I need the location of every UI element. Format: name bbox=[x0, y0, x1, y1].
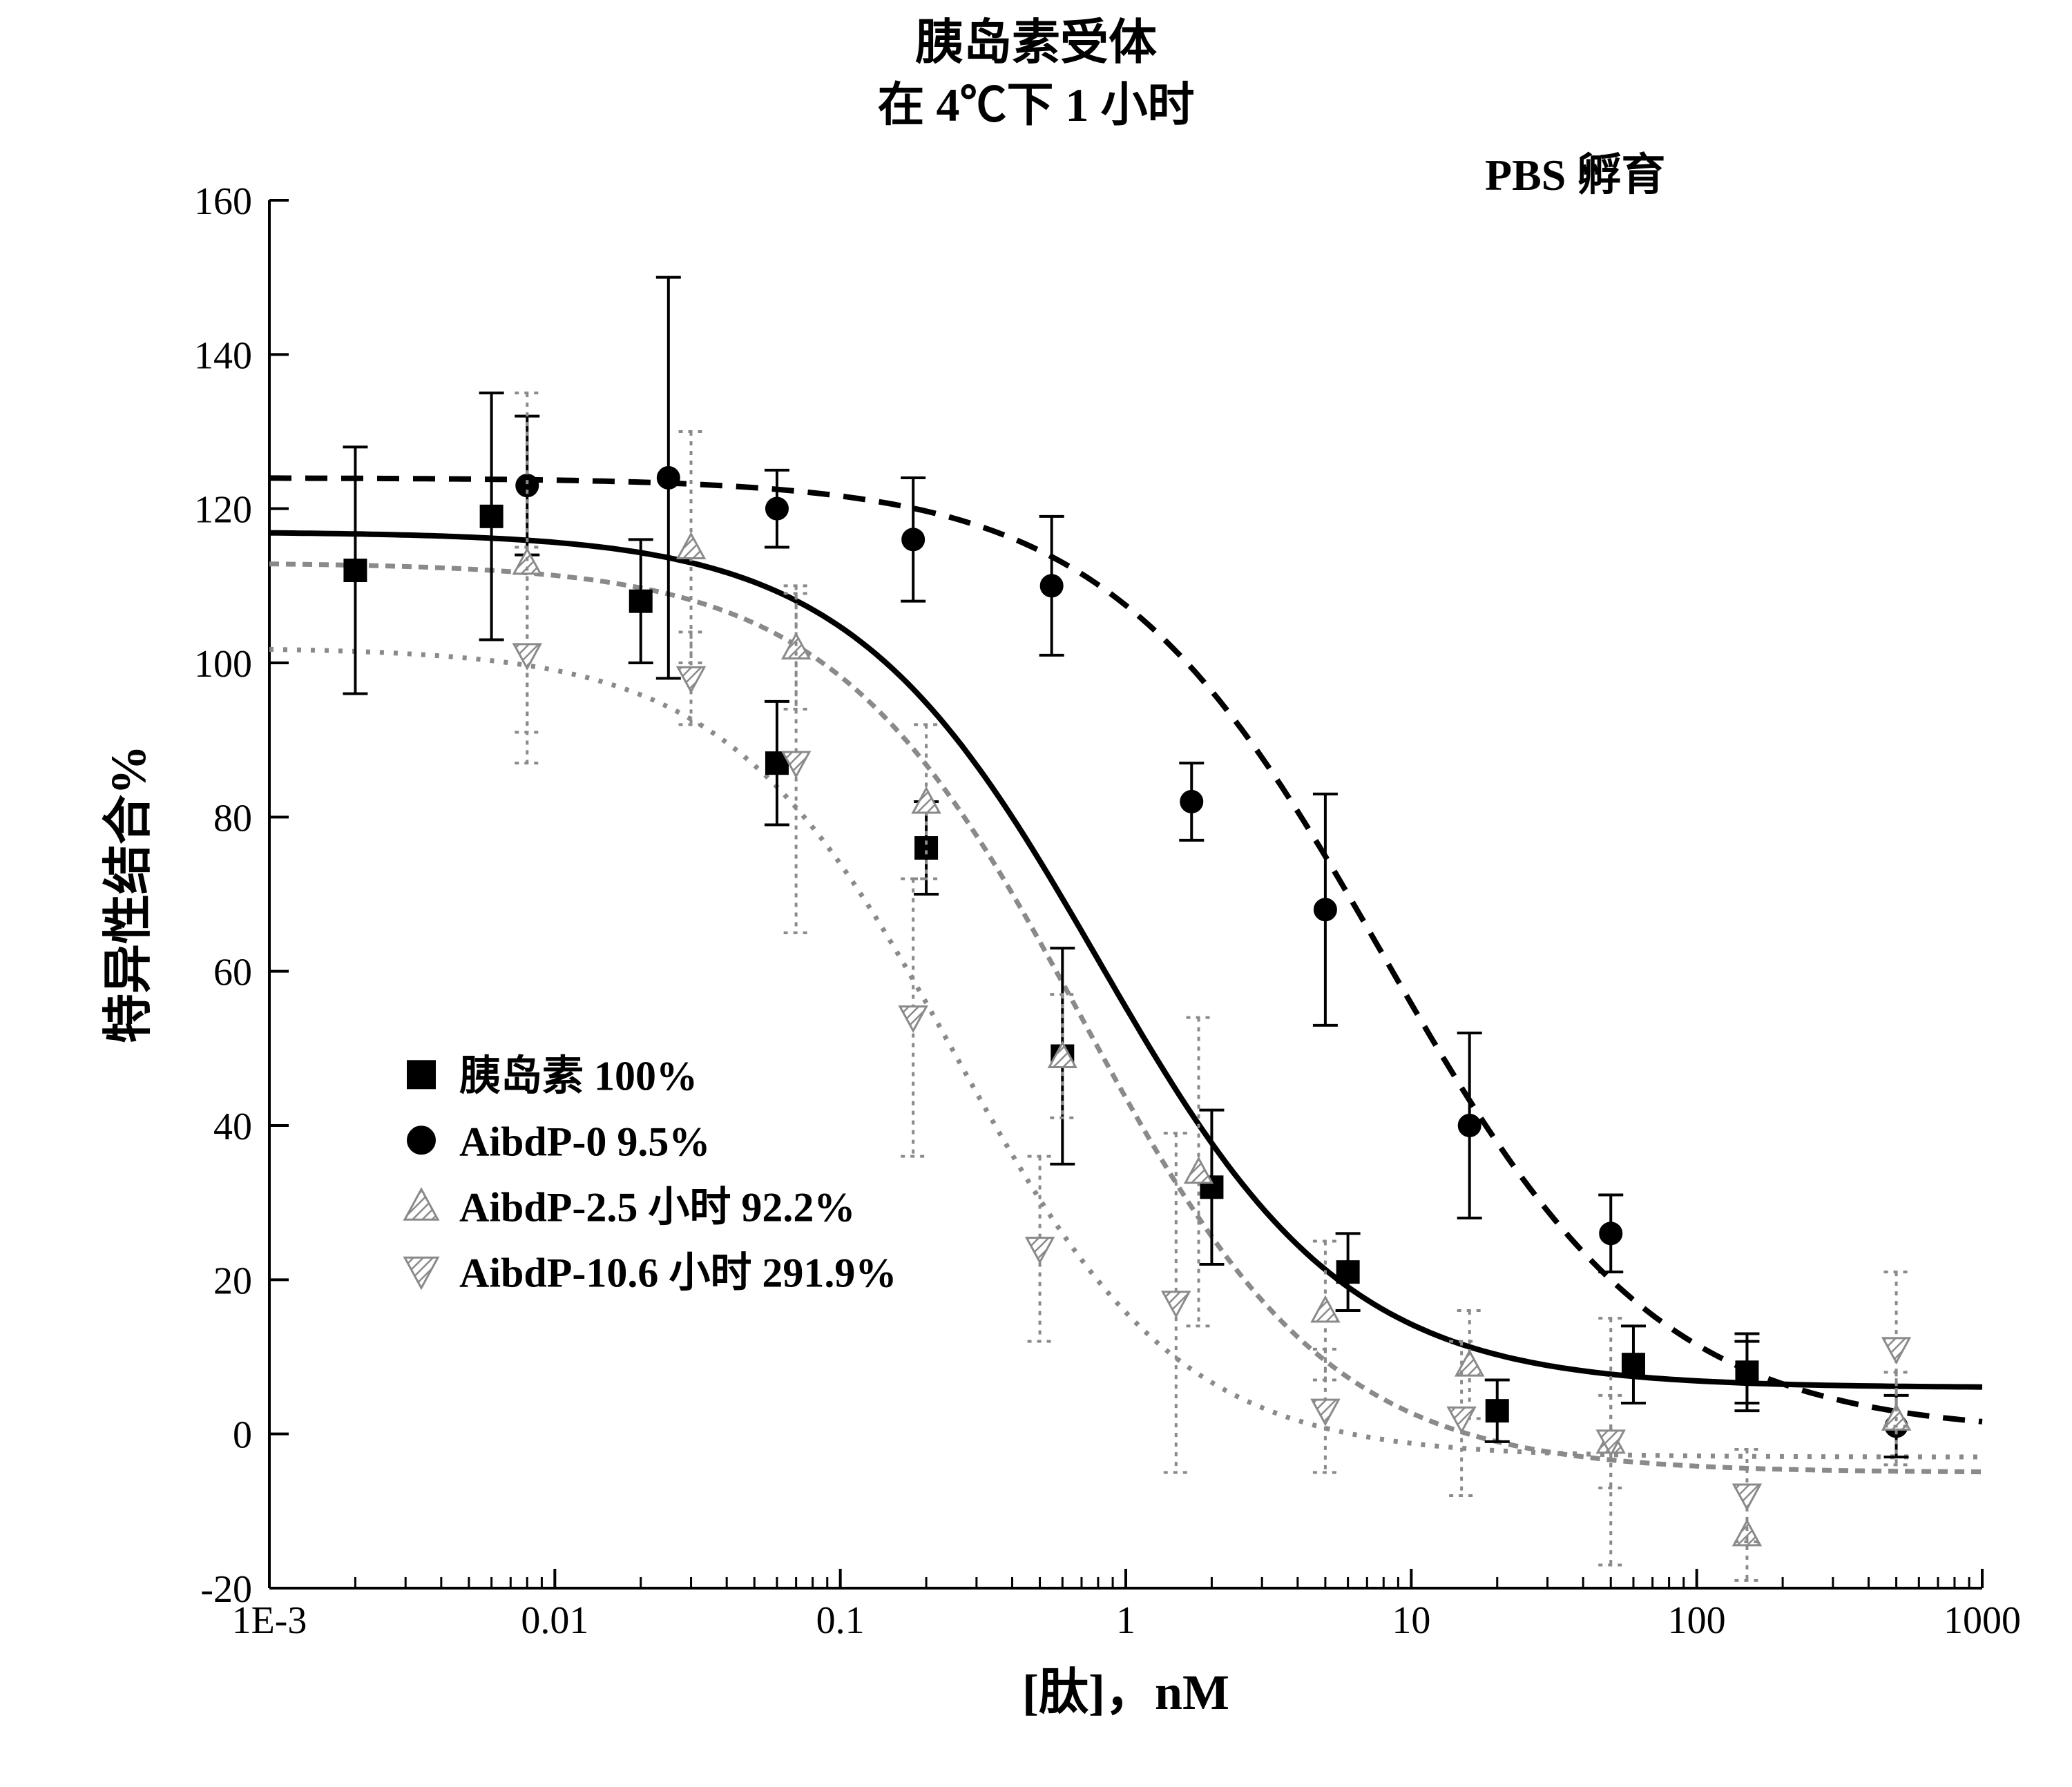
y-tick-label: 100 bbox=[194, 643, 252, 686]
legend-aibdp25: AibdP-2.5 小时 92.2% bbox=[459, 1184, 855, 1230]
x-tick-label: 0.01 bbox=[521, 1599, 588, 1642]
legend-aibdp106: AibdP-10.6 小时 291.9% bbox=[459, 1250, 896, 1295]
dose-response-chart: 胰岛素受体在 4℃下 1 小时PBS 孵育-200204060801001201… bbox=[0, 0, 2072, 1787]
y-tick-label: 40 bbox=[213, 1105, 252, 1148]
legend-insulin: 胰岛素 100% bbox=[459, 1053, 698, 1099]
x-tick-label: 10 bbox=[1392, 1599, 1430, 1642]
y-tick-label: 80 bbox=[213, 797, 252, 840]
x-tick-label: 100 bbox=[1668, 1599, 1726, 1642]
y-tick-label: 0 bbox=[233, 1414, 252, 1457]
y-axis-label: 特异性结合% bbox=[101, 745, 156, 1043]
x-tick-label: 0.1 bbox=[816, 1599, 865, 1642]
chart-title-1: 胰岛素受体 bbox=[915, 16, 1157, 70]
y-tick-label: 60 bbox=[213, 952, 252, 994]
x-axis-label: [肽]，nM bbox=[1022, 1665, 1229, 1720]
y-tick-label: 160 bbox=[194, 180, 252, 223]
x-tick-label: 1 bbox=[1116, 1599, 1135, 1642]
y-tick-label: 140 bbox=[194, 334, 252, 377]
x-tick-label: 1000 bbox=[1944, 1599, 2021, 1642]
legend-aibdp0: AibdP-0 9.5% bbox=[459, 1119, 710, 1164]
pbs-label: PBS 孵育 bbox=[1485, 151, 1665, 200]
y-tick-label: 120 bbox=[194, 489, 252, 532]
x-tick-label: 1E-3 bbox=[232, 1599, 307, 1642]
y-tick-label: 20 bbox=[213, 1259, 252, 1302]
chart-title-2: 在 4℃下 1 小时 bbox=[877, 79, 1194, 131]
fit-curve-aibdp25 bbox=[269, 564, 1982, 1472]
